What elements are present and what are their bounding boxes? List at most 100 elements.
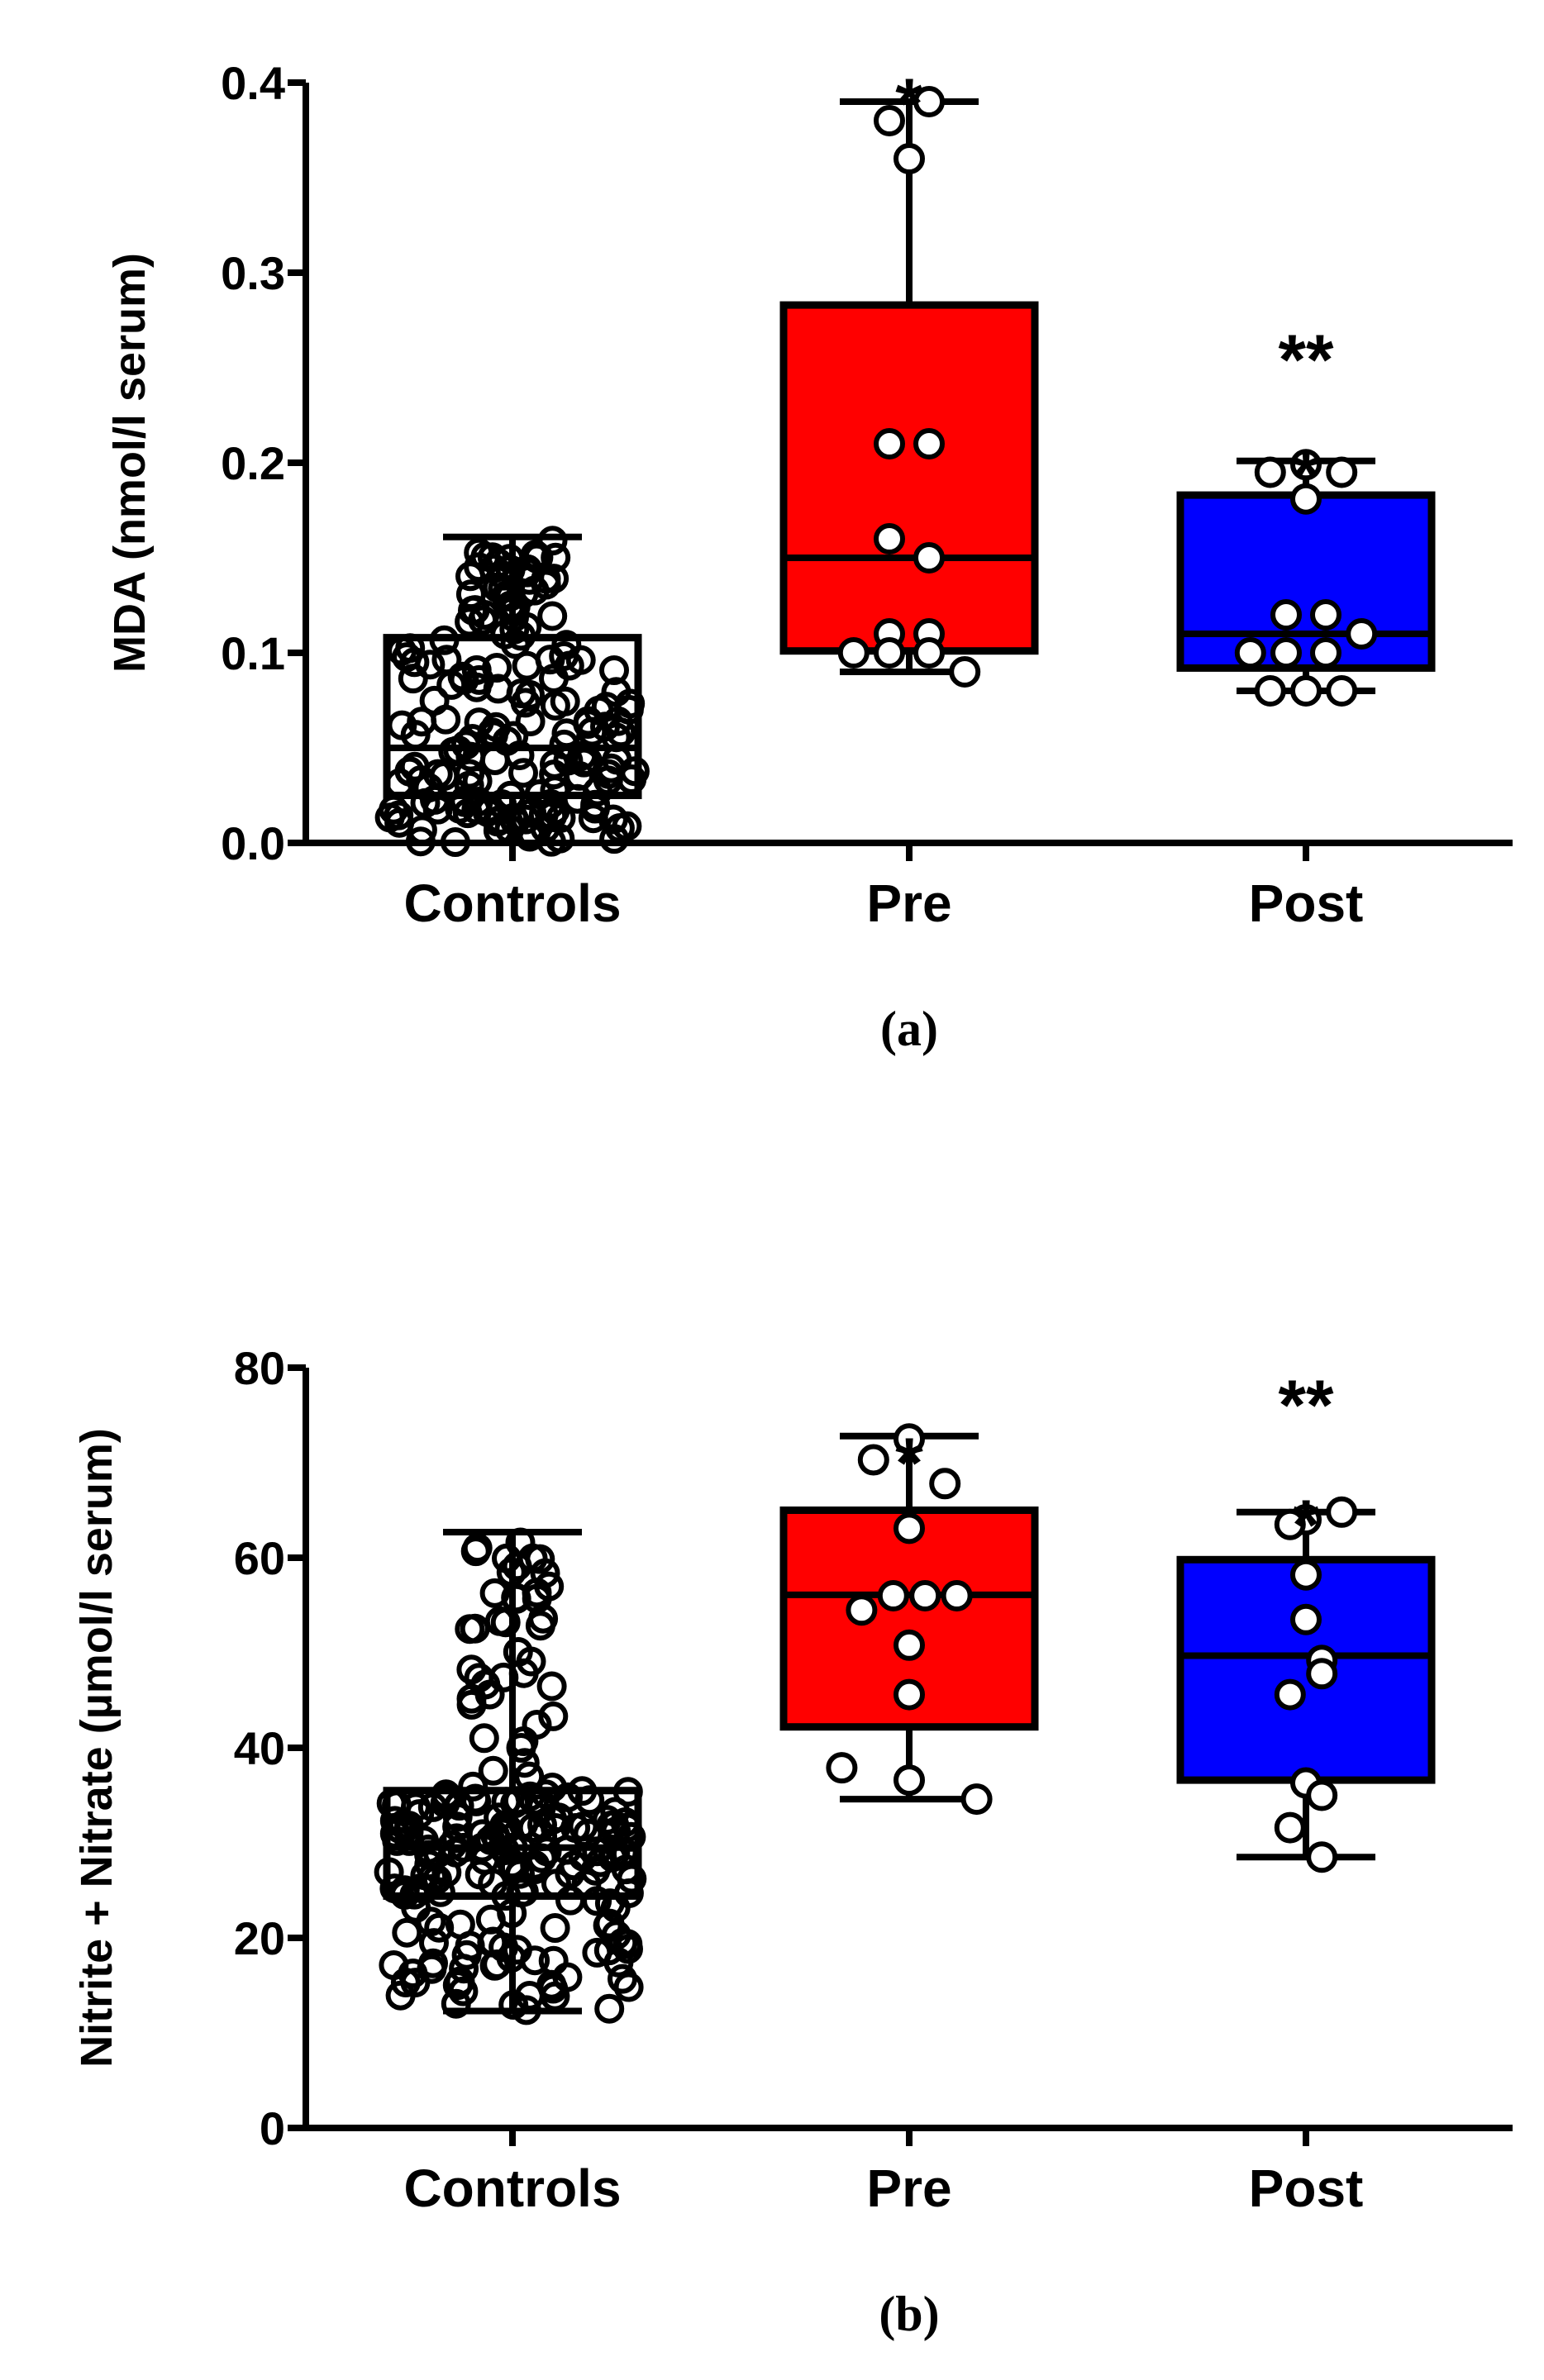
controls-data-point [456,1683,487,1714]
data-point [894,1629,925,1661]
y-tick-label: 20 [234,1912,285,1964]
controls-data-point [525,1611,555,1641]
controls-data-point [456,1654,487,1685]
x-category-label: Post [1249,873,1364,933]
data-point [1274,1678,1306,1711]
data-point [1290,1559,1322,1591]
controls-data-point [469,1723,499,1754]
data-point [1346,618,1378,650]
controls-data-point [419,685,450,716]
significance-annotations: **** [895,1366,1334,1565]
controls-data-point [537,601,568,631]
controls-data-point [555,1885,585,1916]
controls-data-point [531,564,561,594]
box-post [1176,1555,1436,1784]
controls-data-point [530,1558,560,1588]
controls-scatter-cloud [374,1527,647,2025]
x-category-labels: Controls Pre Post [403,873,1363,933]
data-point [1254,675,1286,707]
data-point [846,1594,878,1626]
controls-data-point [550,686,580,716]
data-point [874,637,905,669]
controls-data-point [431,645,462,675]
controls-data-point [460,1536,491,1567]
controls-data-point [490,1607,521,1638]
controls-data-point [536,1671,567,1702]
data-point [1310,637,1341,669]
box-post [1176,491,1436,672]
box-controls [383,1787,642,1900]
data-point [874,428,905,459]
panel-a-chart: 0.00.10.20.30.4 Controls Pre Post **** MDA… [105,57,1513,1056]
data-point [1290,483,1322,515]
data-point [1290,449,1322,481]
controls-data-point [506,678,536,708]
box-pre [779,301,1039,655]
controls-data-point [482,653,512,683]
controls-data-point [502,1551,532,1582]
controls-data-point [612,811,642,841]
controls-data-point [460,1783,491,1814]
data-point [1254,456,1286,488]
y-tick-label: 0.3 [221,247,285,299]
controls-data-point [508,758,538,788]
x-category-label: Controls [403,873,621,933]
controls-data-point [447,661,478,692]
controls-data-point [594,1993,625,2024]
controls-data-point [537,526,568,556]
controls-data-point [591,692,622,722]
y-tick-label: 80 [234,1342,285,1394]
controls-data-point [540,1913,570,1943]
controls-data-point [408,1825,439,1856]
controls-data-point [478,1755,508,1786]
significance-marker: * [1292,436,1320,516]
data-point [949,656,981,688]
data-point [894,143,925,174]
data-point [1234,637,1266,669]
controls-data-point [455,579,486,610]
y-tick-label: 0 [260,2102,285,2154]
data-point [877,1580,909,1611]
data-point [1306,1779,1338,1811]
data-point [1326,675,1358,707]
data-point [837,637,870,669]
controls-data-point [470,541,501,572]
x-category-label: Post [1249,2159,1364,2218]
panel-caption: (a) [880,1002,938,1056]
significance-annotations: **** [895,64,1334,516]
data-point [1290,1603,1322,1635]
data-point [894,1678,925,1711]
x-category-label: Pre [866,873,951,933]
controls-data-point [469,600,500,630]
y-tick-label: 0.1 [221,627,285,679]
significance-marker: ** [1279,1366,1334,1445]
y-axis-label: Nitrite + Nitrate (µmol/l serum) [72,1428,122,2068]
controls-data-point [539,664,569,693]
data-point [913,542,945,574]
data-point [894,1512,925,1545]
controls-data-point [567,740,598,771]
data-point [1310,599,1341,631]
data-point [1270,599,1302,631]
controls-data-point [461,654,492,685]
controls-data-point [410,788,441,818]
controls-data-point [445,1909,475,1940]
axes [288,79,1513,861]
y-axis-label: MDA (nmol/l serum) [105,253,155,673]
data-point [857,1444,889,1476]
controls-data-point [374,802,405,833]
controls-data-point [594,1888,625,1919]
data-point [1270,637,1302,669]
data-points [826,1423,1358,1873]
data-point [874,523,905,555]
data-points [837,86,1378,707]
controls-data-point [613,1972,644,2002]
controls-data-point [417,1954,447,1984]
significance-marker: * [1292,1486,1320,1565]
y-tick-labels: 0.0 0.1 0.2 0.3 0.4 [221,57,285,869]
controls-data-point [515,707,546,736]
controls-data-point [488,1932,519,1963]
data-point [894,1764,925,1797]
